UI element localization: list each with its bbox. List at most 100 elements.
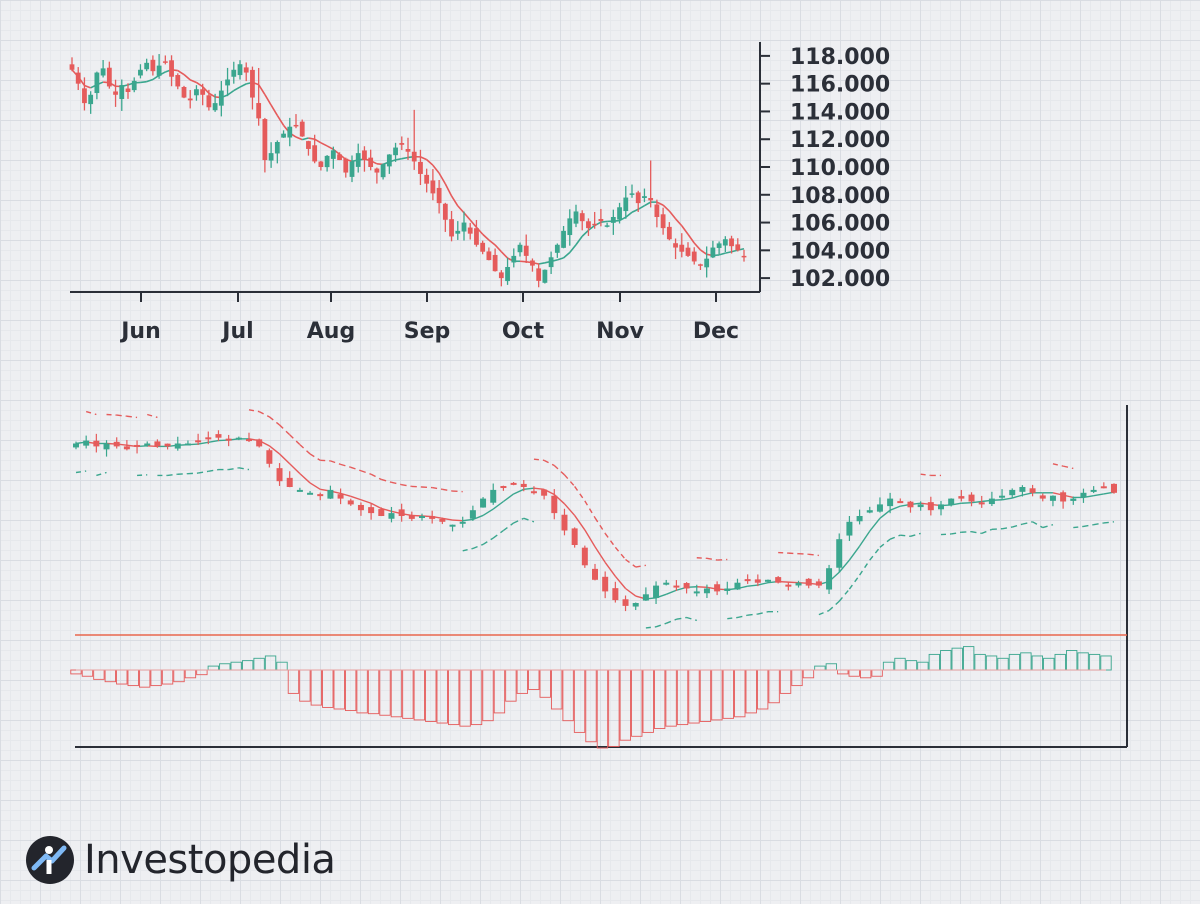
histogram-bar: [562, 669, 574, 722]
candle-body: [691, 251, 697, 262]
stop-band-segment: [116, 414, 127, 417]
moving-average-segment: [177, 69, 185, 76]
signal-line-segment: [513, 488, 525, 495]
candle-body: [83, 440, 90, 446]
candle-body: [673, 243, 678, 248]
moving-average-segment: [668, 210, 677, 220]
candle-body: [653, 585, 660, 598]
histogram-bar: [1054, 653, 1066, 671]
candle-body: [623, 197, 629, 212]
candle-body: [741, 255, 747, 258]
candle-body: [1070, 498, 1077, 501]
moving-average-segment: [401, 156, 409, 160]
candle-body: [571, 528, 578, 545]
candle-body: [93, 440, 100, 447]
candle-body: [836, 539, 843, 568]
moving-average-segment: [557, 257, 564, 261]
moving-average-segment: [140, 80, 147, 84]
candle-body: [480, 498, 487, 508]
candle-body: [856, 516, 863, 522]
y-tick-label: 114.000: [790, 100, 890, 125]
candle-body: [378, 509, 385, 516]
candle-body: [592, 568, 598, 580]
histogram-bar: [745, 669, 757, 714]
histogram-bar: [344, 669, 357, 712]
histogram-bar: [608, 669, 620, 747]
histogram-bar: [447, 669, 460, 726]
candle-body: [276, 468, 283, 482]
candle-body: [542, 269, 548, 283]
histogram-bar: [425, 669, 437, 722]
moving-average-segment: [202, 86, 210, 94]
signal-line-segment: [523, 487, 535, 491]
moving-average-segment: [276, 114, 285, 126]
moving-average-segment: [314, 138, 322, 144]
moving-average-segment: [146, 78, 154, 83]
stop-band-segment: [869, 546, 881, 561]
histogram-bar: [241, 660, 254, 671]
stop-band-segment: [96, 471, 107, 477]
candle-body: [579, 213, 585, 222]
stop-band-segment: [238, 467, 250, 471]
stop-band-segment: [584, 500, 596, 519]
candle-body: [968, 494, 975, 502]
signal-line-segment: [1001, 497, 1013, 501]
candle-body: [317, 494, 324, 497]
candle-body: [938, 504, 944, 510]
histogram-bar: [882, 661, 895, 671]
candle-body: [654, 204, 660, 217]
stop-band-segment: [614, 546, 627, 560]
candle-body: [138, 69, 143, 76]
investopedia-logo-icon: [26, 836, 74, 884]
signal-line-segment: [563, 503, 576, 516]
histogram-bar: [768, 669, 780, 704]
moving-average-segment: [295, 136, 303, 141]
candle-body: [429, 516, 436, 519]
moving-average-segment: [619, 216, 627, 222]
histogram-bar: [230, 661, 242, 671]
candle-body: [205, 437, 212, 440]
candle-body: [490, 489, 497, 503]
candle-body: [703, 588, 710, 594]
histogram-bar: [138, 669, 151, 688]
candle-body: [917, 504, 924, 508]
histogram-bar: [470, 669, 483, 726]
histogram-bar: [299, 669, 311, 702]
histogram-bar: [894, 657, 906, 671]
histogram-bar: [619, 669, 632, 741]
signal-line-segment: [757, 582, 769, 586]
stop-band-segment: [594, 517, 606, 534]
stop-band-segment: [676, 616, 687, 620]
candle-body: [307, 492, 314, 495]
signal-line-segment: [665, 589, 677, 595]
candle-body: [660, 214, 666, 229]
candle-body: [262, 119, 268, 161]
candle-body: [826, 568, 833, 590]
candle-body: [1039, 495, 1046, 499]
x-tick-label: Jul: [220, 319, 253, 344]
candle-body: [685, 247, 691, 256]
histogram-bar: [573, 669, 586, 733]
stop-band-segment: [350, 466, 362, 472]
moving-average-segment: [438, 172, 447, 185]
signal-line-segment: [502, 493, 515, 503]
stop-band-segment: [513, 517, 525, 524]
histogram-bar: [310, 669, 323, 706]
stop-band-segment: [320, 459, 331, 462]
stop-band-segment: [381, 478, 392, 484]
candle-body: [666, 226, 672, 240]
stop-band-segment: [299, 444, 311, 455]
x-tick-label: Dec: [693, 319, 739, 344]
moving-average-segment: [662, 204, 670, 212]
stop-band-segment: [757, 611, 769, 615]
candle-body: [250, 69, 255, 98]
candle-body: [103, 443, 110, 450]
histogram-bar: [1088, 653, 1101, 671]
signal-line-segment: [340, 492, 351, 497]
candle-body: [175, 75, 181, 87]
candle-body: [225, 79, 230, 86]
signal-line-segment: [951, 502, 962, 506]
histogram-bar: [642, 669, 654, 733]
candle-body: [469, 510, 476, 519]
signal-line-segment: [1022, 492, 1033, 496]
